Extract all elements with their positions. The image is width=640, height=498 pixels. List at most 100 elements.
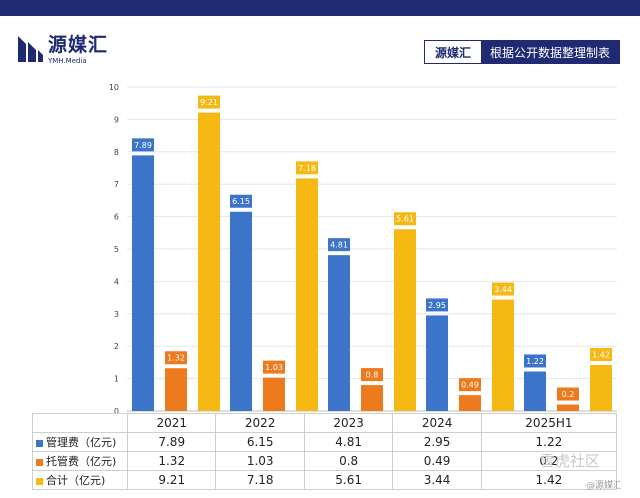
- data-label: 9.21: [200, 98, 218, 107]
- table-row: 托管费（亿元) 1.32 1.03 0.8 0.49 0.2: [32, 451, 618, 471]
- data-label: 0.2: [562, 390, 575, 399]
- legend-swatch: [36, 477, 43, 485]
- bar: [263, 377, 285, 411]
- legend-entry: 管理费（亿元): [32, 432, 128, 452]
- legend-entry: 合计（亿元): [32, 470, 128, 490]
- top-banner: [0, 0, 640, 16]
- data-label-box: [426, 298, 448, 312]
- data-label-box: [165, 351, 187, 365]
- logo-name-cn: 源媒汇: [48, 34, 109, 56]
- legend-swatch: [36, 458, 43, 466]
- data-label: 7.18: [298, 164, 316, 173]
- bar: [230, 211, 252, 411]
- bar: [165, 368, 187, 411]
- table-value-cell: 7.18: [215, 470, 305, 490]
- bar: [557, 404, 579, 411]
- source-note: 根据公开数据整理制表: [481, 41, 619, 63]
- bar: [524, 371, 546, 411]
- y-tick-label: 2: [114, 342, 119, 351]
- bar: [198, 112, 220, 411]
- bar: [590, 364, 612, 411]
- data-label-box: [263, 360, 285, 374]
- table-value-cell: 0.49: [392, 451, 482, 471]
- data-label-box: [394, 212, 416, 226]
- table-row: 管理费（亿元) 7.89 6.15 4.81 2.95 1.22: [32, 432, 618, 452]
- table-value-cell: 3.44: [392, 470, 482, 490]
- data-label: 4.81: [330, 241, 348, 250]
- data-label: 1.32: [167, 354, 185, 363]
- table-value-cell: 1.42: [480, 470, 618, 490]
- table-value-cell: 6.15: [215, 432, 305, 452]
- y-tick-label: 9: [114, 115, 119, 124]
- data-label: 5.61: [396, 215, 414, 224]
- y-tick-label: 1: [114, 375, 119, 384]
- x-tick-label: 2024: [392, 413, 482, 433]
- watermark-handle: @源媒汇: [586, 481, 623, 491]
- x-tick-label: 2022: [215, 413, 305, 433]
- x-tick-label: 2021: [126, 413, 217, 433]
- bar: [394, 229, 416, 411]
- table-value-cell: 2.95: [392, 432, 482, 452]
- data-label-box: [524, 354, 546, 368]
- bar: [132, 155, 154, 411]
- logo-name-en: YMH.Media: [48, 57, 87, 65]
- table-value-cell: 4.81: [303, 432, 394, 452]
- legend-label: 管理费（亿元): [46, 436, 117, 449]
- bar: [459, 395, 481, 411]
- table-value-cell: 0.2: [480, 451, 618, 471]
- y-tick-label: 6: [114, 213, 119, 222]
- logo-mark-icon: [18, 36, 43, 62]
- data-label-box: [296, 161, 318, 175]
- data-label-box: [198, 95, 220, 109]
- data-label-box: [361, 368, 383, 382]
- y-tick-label: 10: [109, 83, 119, 92]
- bar: [361, 385, 383, 411]
- data-label-box: [590, 347, 612, 361]
- data-label-box: [230, 194, 252, 208]
- y-tick-label: 4: [114, 277, 119, 286]
- data-label: 1.22: [526, 357, 544, 366]
- y-tick-label: 0: [114, 407, 119, 416]
- brand-logo: 源媒汇 YMH.Media: [16, 34, 108, 66]
- table-row: 合计（亿元) 9.21 7.18 5.61 3.44 1.42: [32, 470, 618, 490]
- table-value-cell: 1.22: [480, 432, 618, 452]
- table-value-cell: 9.21: [126, 470, 217, 490]
- legend-swatch: [36, 439, 43, 447]
- data-label: 0.8: [366, 371, 379, 380]
- source-brand: 源媒汇: [425, 41, 481, 63]
- data-label: 1.42: [592, 350, 610, 359]
- bar: [296, 178, 318, 411]
- data-label: 0.49: [461, 381, 479, 390]
- data-label-box: [492, 282, 514, 296]
- data-label: 2.95: [428, 301, 446, 310]
- bar-chart: 0 1 2 3 4 5 6 7 8 9 10 7.89 1.32 9.21 6.15 1.03 7.18 4.81…: [109, 83, 617, 416]
- data-label-box: [132, 138, 154, 152]
- table-header-row: 2021 2022 2023 2024 2025H1: [32, 413, 618, 433]
- table-value-cell: 1.03: [215, 451, 305, 471]
- data-label: 6.15: [232, 197, 250, 206]
- table-value-cell: 7.89: [126, 432, 217, 452]
- table-value-cell: 0.8: [303, 451, 394, 471]
- bar: [492, 299, 514, 411]
- data-label: 3.44: [494, 285, 512, 294]
- y-tick-label: 8: [114, 148, 119, 157]
- data-label-box: [459, 378, 481, 392]
- y-tick-label: 3: [114, 310, 119, 319]
- y-tick-label: 5: [114, 245, 119, 254]
- watermark: 雪虎社区: [540, 452, 601, 470]
- data-label: 7.89: [134, 141, 152, 150]
- x-tick-label: 2023: [303, 413, 394, 433]
- legend-label: 合计（亿元): [46, 474, 106, 487]
- source-caption: 源媒汇 根据公开数据整理制表: [424, 40, 620, 64]
- table-value-cell: 5.61: [303, 470, 394, 490]
- data-label: 1.03: [265, 363, 283, 372]
- data-label-box: [328, 238, 350, 252]
- x-tick-label: 2025H1: [480, 413, 618, 433]
- bar: [328, 255, 350, 411]
- bar: [426, 315, 448, 411]
- data-label-box: [557, 387, 579, 401]
- data-table: 2021 2022 2023 2024 2025H1 管理费（亿元) 7.89 6.15 4.8…: [32, 413, 618, 490]
- table-value-cell: 1.32: [126, 451, 217, 471]
- y-tick-label: 7: [114, 180, 119, 189]
- table-corner-cell: [32, 413, 128, 433]
